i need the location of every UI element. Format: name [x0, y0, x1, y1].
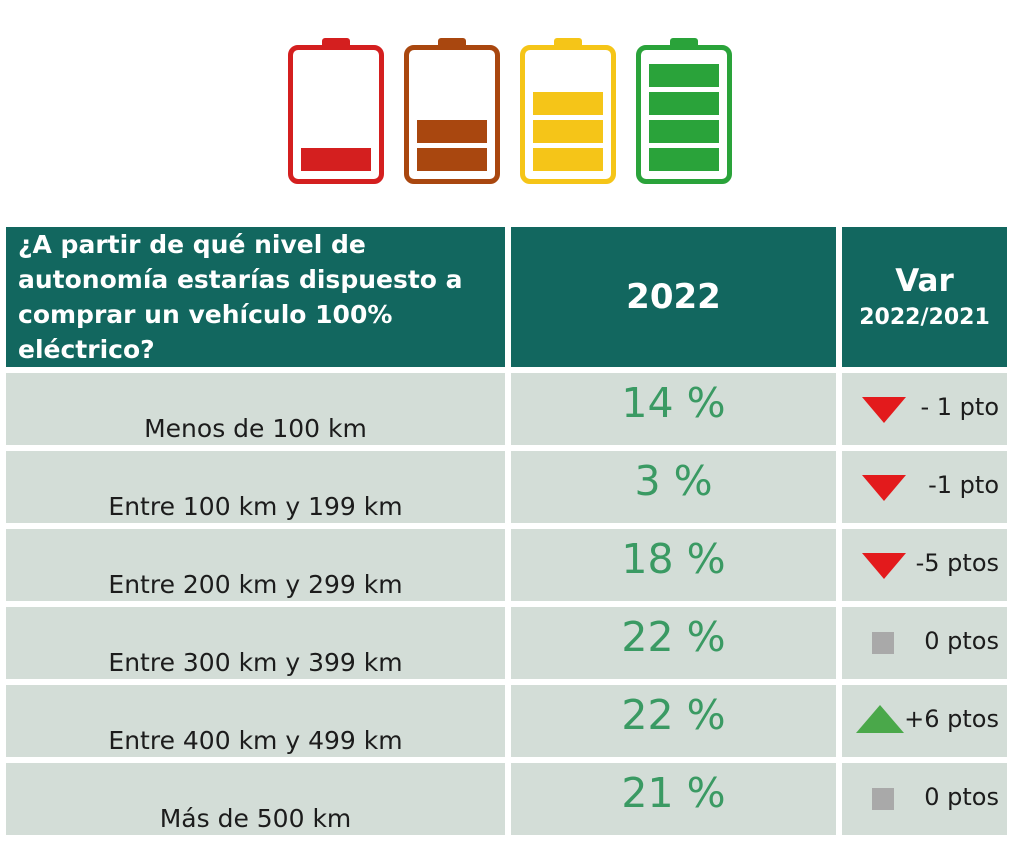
- battery-shell: [404, 45, 500, 184]
- battery-segment: [533, 120, 603, 143]
- square-icon: [872, 788, 894, 810]
- arrow-down-icon: [862, 553, 906, 579]
- question-header: ¿A partir de qué nivel de autonomía esta…: [6, 227, 505, 367]
- battery-cap: [438, 38, 466, 47]
- battery-segment: [301, 148, 371, 171]
- variation-header-title: Var: [895, 262, 954, 299]
- variation-cell: -1 pto: [842, 451, 1007, 523]
- range-label: Menos de 100 km: [6, 373, 505, 445]
- variation-cell: +6 ptos: [842, 685, 1007, 757]
- variation-cell: - 1 pto: [842, 373, 1007, 445]
- table-row: Entre 300 km y 399 km 22 % 0 ptos: [6, 607, 1007, 679]
- battery-segment: [649, 64, 719, 87]
- autonomy-table: ¿A partir de qué nivel de autonomía esta…: [0, 221, 1013, 841]
- battery-segment: [533, 92, 603, 115]
- variation-header-sub: 2022/2021: [859, 305, 990, 331]
- battery-segment: [417, 148, 487, 171]
- variation-value: 0 ptos: [924, 783, 999, 811]
- table-row: Entre 400 km y 499 km 22 % +6 ptos: [6, 685, 1007, 757]
- range-label: Entre 400 km y 499 km: [6, 685, 505, 757]
- variation-value: 0 ptos: [924, 627, 999, 655]
- battery-icon: [520, 38, 616, 184]
- battery-segment: [533, 148, 603, 171]
- table-row: Más de 500 km 21 % 0 ptos: [6, 763, 1007, 835]
- battery-shell: [520, 45, 616, 184]
- percent-value: 21 %: [511, 763, 836, 835]
- table-row: Entre 100 km y 199 km 3 % -1 pto: [6, 451, 1007, 523]
- percent-value: 18 %: [511, 529, 836, 601]
- battery-cap: [554, 38, 582, 47]
- percent-value: 14 %: [511, 373, 836, 445]
- table-body: Menos de 100 km 14 % - 1 pto Entre 100 km y…: [6, 373, 1007, 835]
- battery-icon: [636, 38, 732, 184]
- variation-value: -1 pto: [928, 471, 999, 499]
- variation-value: -5 ptos: [915, 549, 999, 577]
- arrow-down-icon: [862, 475, 906, 501]
- range-label: Entre 100 km y 199 km: [6, 451, 505, 523]
- battery-segment: [649, 120, 719, 143]
- square-icon: [872, 632, 894, 654]
- battery-segment: [649, 148, 719, 171]
- battery-cap: [670, 38, 698, 47]
- arrow-up-icon: [856, 705, 904, 733]
- range-label: Entre 300 km y 399 km: [6, 607, 505, 679]
- variation-value: +6 ptos: [904, 705, 999, 733]
- battery-shell: [288, 45, 384, 184]
- battery-icon: [404, 38, 500, 184]
- battery-segment: [417, 120, 487, 143]
- variation-cell: 0 ptos: [842, 763, 1007, 835]
- variation-value: - 1 pto: [920, 393, 999, 421]
- battery-cap: [322, 38, 350, 47]
- battery-shell: [636, 45, 732, 184]
- variation-cell: -5 ptos: [842, 529, 1007, 601]
- percent-value: 22 %: [511, 607, 836, 679]
- range-label: Entre 200 km y 299 km: [6, 529, 505, 601]
- variation-header: Var 2022/2021: [842, 227, 1007, 367]
- arrow-down-icon: [862, 397, 906, 423]
- variation-cell: 0 ptos: [842, 607, 1007, 679]
- percent-value: 3 %: [511, 451, 836, 523]
- table-row: Entre 200 km y 299 km 18 % -5 ptos: [6, 529, 1007, 601]
- table-header-row: ¿A partir de qué nivel de autonomía esta…: [6, 227, 1007, 367]
- year-header: 2022: [511, 227, 836, 367]
- battery-icon: [288, 38, 384, 184]
- battery-segment: [649, 92, 719, 115]
- battery-icons: [0, 0, 1024, 200]
- percent-value: 22 %: [511, 685, 836, 757]
- range-label: Más de 500 km: [6, 763, 505, 835]
- table-row: Menos de 100 km 14 % - 1 pto: [6, 373, 1007, 445]
